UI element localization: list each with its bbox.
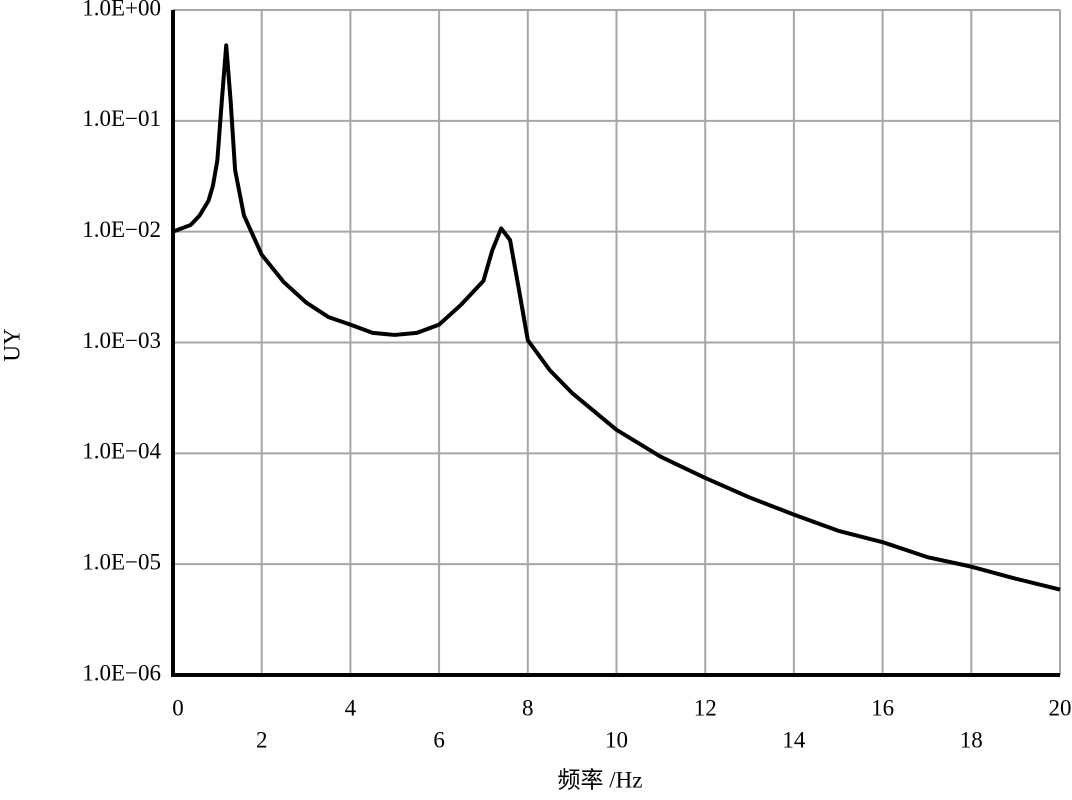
x-tick-label: 14 <box>782 727 806 752</box>
x-tick-label: 12 <box>694 695 717 720</box>
x-tick-label: 16 <box>871 695 894 720</box>
y-tick-label: 1.0E−03 <box>82 328 161 353</box>
x-tick-label: 18 <box>960 727 983 752</box>
y-tick-label: 1.0E−02 <box>82 217 161 242</box>
x-tick-label: 6 <box>433 727 445 752</box>
y-tick-label: 1.0E−06 <box>82 660 161 685</box>
x-tick-label: 2 <box>256 727 268 752</box>
y-tick-label: 1.0E+00 <box>82 0 161 20</box>
x-tick-label: 10 <box>605 727 628 752</box>
x-tick-label: 0 <box>172 695 184 720</box>
x-tick-label: 20 <box>1049 695 1072 720</box>
x-axis-label: 频率 /Hz <box>558 767 643 792</box>
x-tick-label: 4 <box>345 695 357 720</box>
y-tick-label: 1.0E−05 <box>82 549 161 574</box>
x-tick-label: 8 <box>522 695 534 720</box>
data-line <box>172 43 1061 592</box>
y-tick-label: 1.0E−01 <box>82 106 161 131</box>
y-tick-label: 1.0E−04 <box>82 439 161 464</box>
y-axis-label: UY <box>0 328 24 362</box>
